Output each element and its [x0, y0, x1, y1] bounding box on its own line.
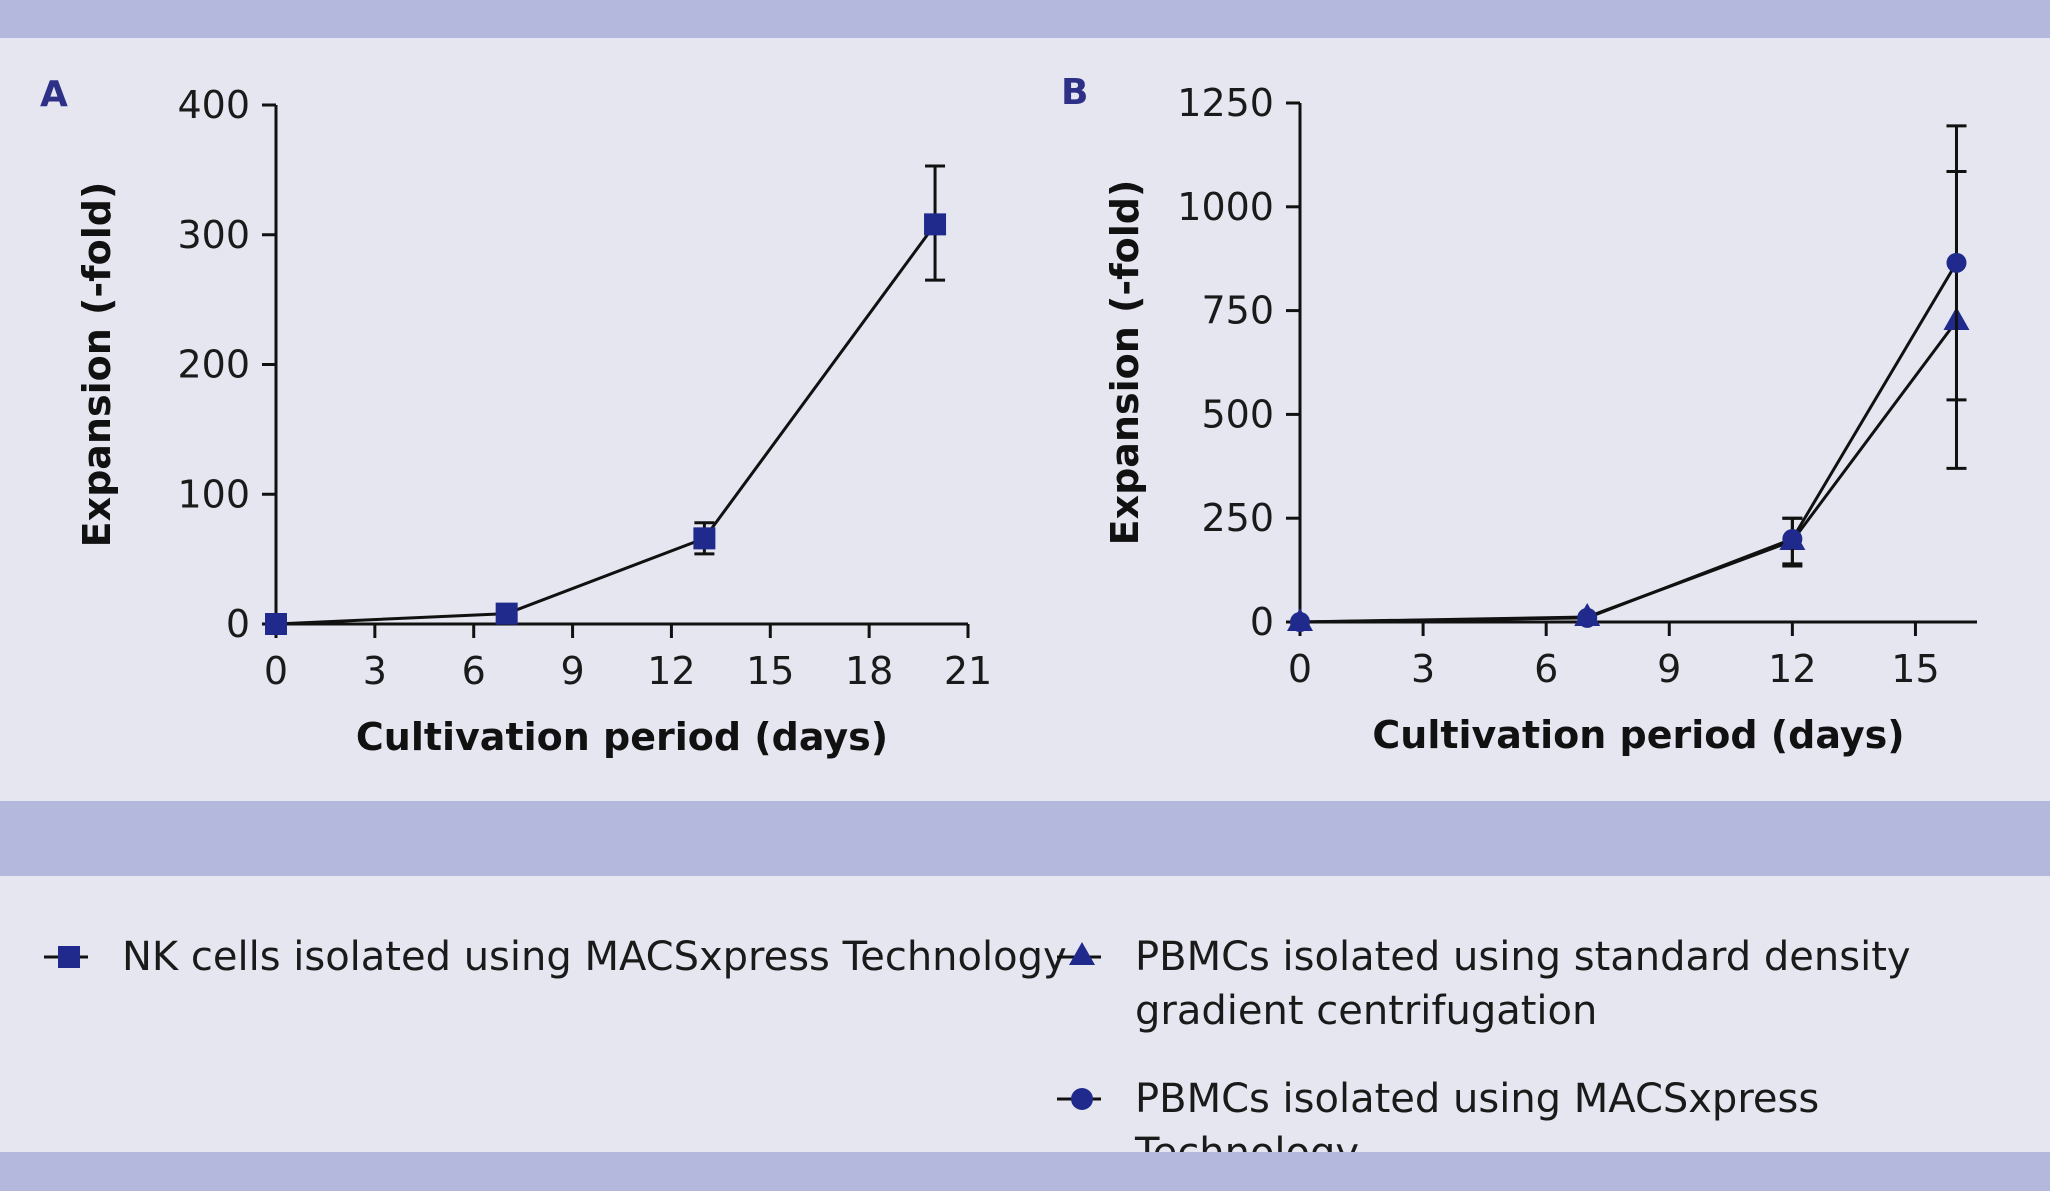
panel-b-y-tick-label: 0 — [1250, 600, 1274, 644]
panel-b-series-2-point — [1290, 612, 1310, 632]
panel-a-x-tick-label: 9 — [560, 649, 584, 693]
panel-a-y-tick-label: 400 — [177, 83, 250, 127]
panel-b-series-2-point — [1577, 607, 1598, 628]
panel-a-series-1-line — [275, 223, 937, 626]
panel-b-x-tick-label: 6 — [1534, 647, 1558, 691]
panel-b-series-2-point — [1946, 252, 1967, 273]
panel-b-series-2-line — [1299, 262, 1958, 624]
panel-a-x-tick-label: 21 — [944, 649, 992, 693]
panel-a-y-axis-label: Expansion (-fold) — [75, 182, 119, 548]
panel-b-y-tick-label: 750 — [1201, 289, 1274, 333]
panel-b-x-tick-label: 0 — [1288, 647, 1312, 691]
panel-a-series-1-point — [924, 213, 947, 236]
panel-a-x-tick-label: 6 — [462, 649, 486, 693]
panel-a-x-tick-label: 3 — [363, 649, 387, 693]
bottom-band — [0, 1152, 2050, 1191]
top-band — [0, 0, 2050, 38]
panel-b-series-2-point — [1782, 528, 1803, 549]
panel-a-series-1-point — [693, 527, 716, 550]
panel-b-y-axis-label: Expansion (-fold) — [1103, 180, 1147, 546]
panel-a-y-tick-label: 300 — [177, 213, 250, 257]
circle-marker-icon — [1057, 1088, 1101, 1110]
panel-a-x-tick-label: 18 — [845, 649, 893, 693]
panel-b-y-tick-label: 1250 — [1177, 81, 1274, 125]
legend-label: NK cells isolated using MACSxpress Techn… — [122, 934, 1067, 980]
square-marker-icon — [44, 946, 88, 968]
legend: NK cells isolated using MACSxpress Techn… — [0, 876, 2050, 1176]
legend-item-pbmc-density: PBMCs isolated using standard density gr… — [1057, 930, 1911, 1038]
panel-b-x-tick-label: 15 — [1891, 647, 1939, 691]
panel-a-y-tick-label: 100 — [177, 472, 250, 516]
middle-band — [0, 801, 2050, 876]
panel-a-x-axis-label: Cultivation period (days) — [356, 715, 888, 759]
panel-b-series-1-line — [1299, 320, 1958, 624]
panel-a-x-tick-label: 15 — [746, 649, 794, 693]
panel-a-x-tick-label: 12 — [647, 649, 695, 693]
panel-a-series-1-point — [495, 602, 518, 625]
panel-a-series-1-point — [265, 613, 287, 635]
panel-b-x-axis-label: Cultivation period (days) — [1372, 713, 1904, 757]
panel-b-y-tick-label: 500 — [1201, 392, 1274, 436]
triangle-marker-icon — [1057, 942, 1101, 965]
panel-a-letter: A — [40, 74, 68, 115]
panel-a-x-tick-label: 0 — [264, 649, 288, 693]
panel-b-y-tick-label: 1000 — [1177, 185, 1274, 229]
panel-a-y-tick-label: 200 — [177, 343, 250, 387]
panel-b-y-tick-label: 250 — [1201, 496, 1274, 540]
panel-b-x-tick-label: 9 — [1657, 647, 1681, 691]
panel-b-x-tick-label: 12 — [1768, 647, 1816, 691]
panel-a-y-tick-label: 0 — [226, 602, 250, 646]
legend-label: PBMCs isolated using standard density gr… — [1135, 934, 1911, 1034]
legend-item-nk-cells: NK cells isolated using MACSxpress Techn… — [44, 930, 1067, 984]
panel-b-x-tick-label: 3 — [1411, 647, 1435, 691]
panel-b-letter: B — [1061, 72, 1088, 113]
